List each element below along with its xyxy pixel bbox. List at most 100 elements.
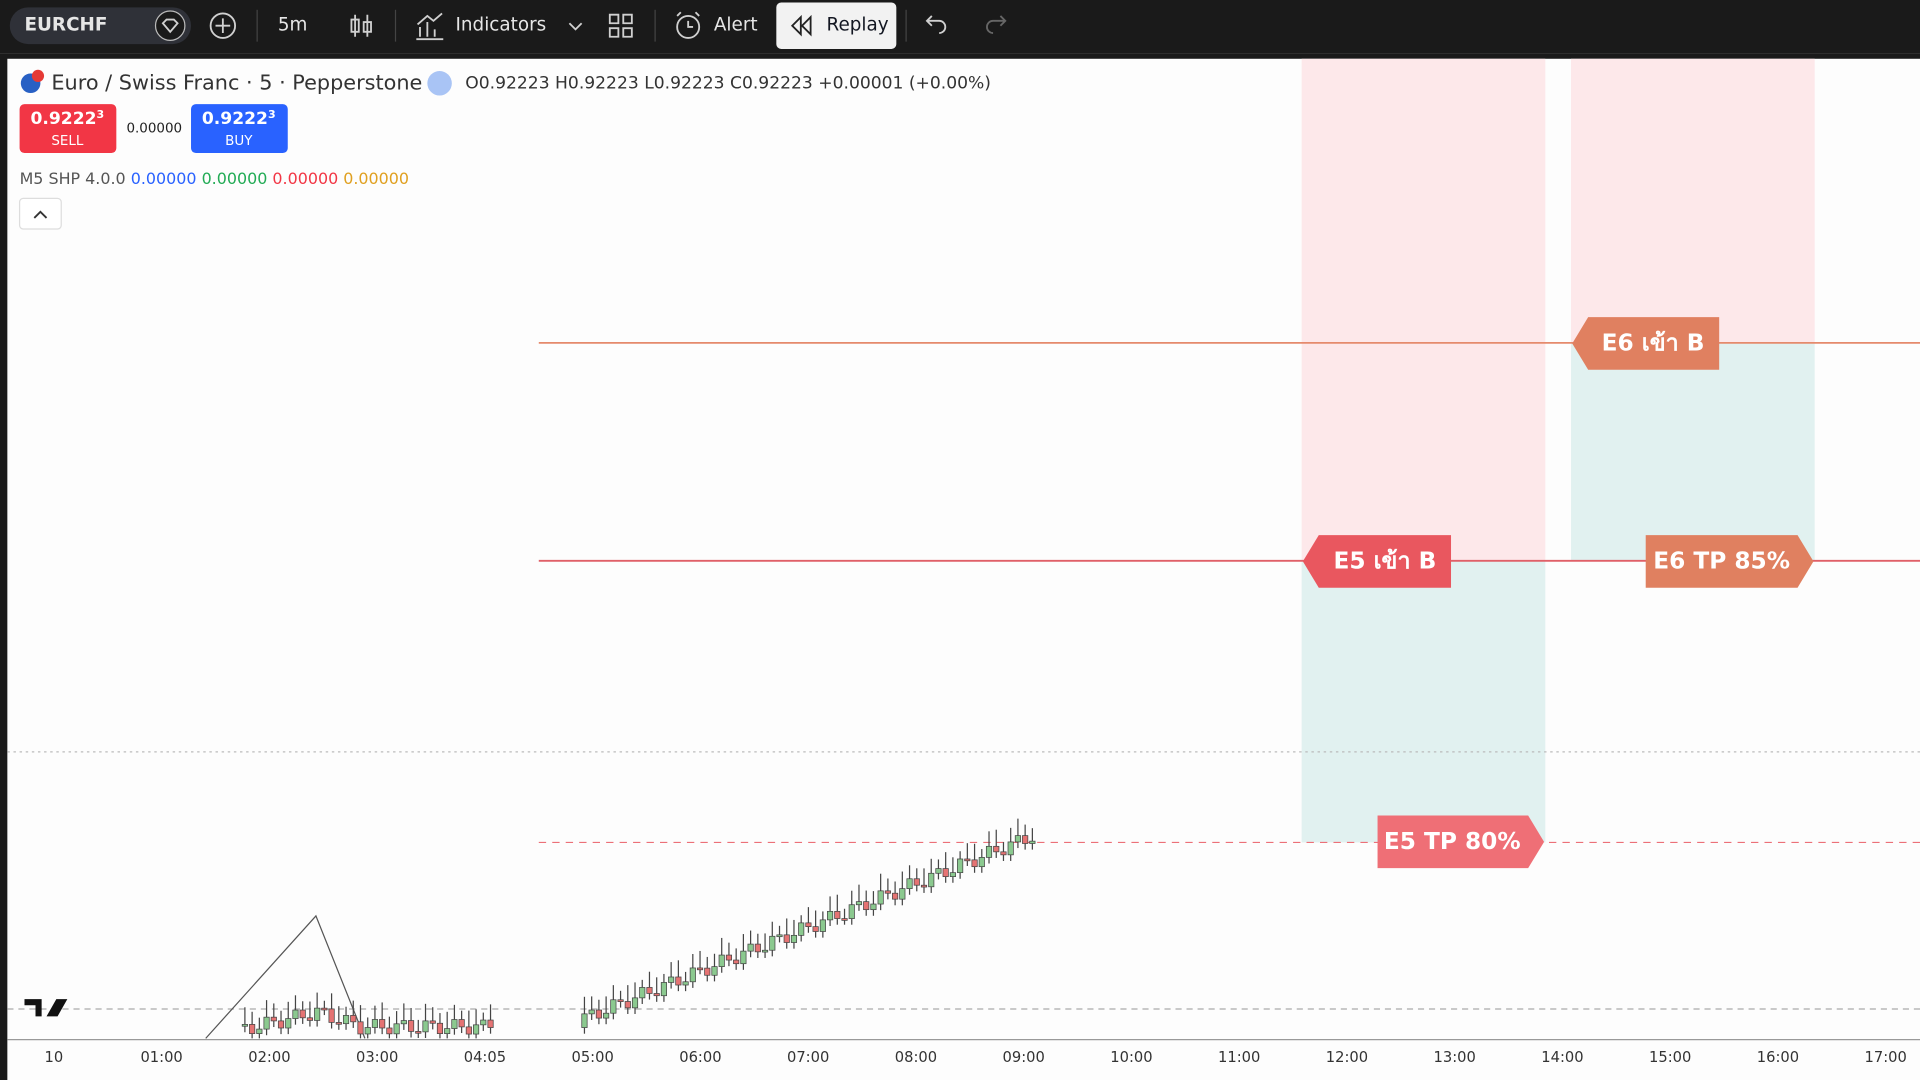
time-label: 02:00 xyxy=(248,1049,290,1066)
annotation-box[interactable] xyxy=(1377,815,1545,869)
annotation-box[interactable] xyxy=(1572,317,1720,370)
candle-body xyxy=(1000,851,1007,856)
candle-body xyxy=(364,1027,371,1035)
candle-body xyxy=(942,868,949,878)
toolbar xyxy=(0,0,1920,54)
target-zone xyxy=(1301,560,1546,843)
candle-body xyxy=(371,1019,379,1028)
candle-body xyxy=(805,922,812,928)
replay[interactable]: Replay xyxy=(827,15,889,36)
buy-button[interactable] xyxy=(191,104,288,154)
redo[interactable] xyxy=(986,15,1007,34)
alert-icon[interactable] xyxy=(676,14,701,39)
time-label: 15:00 xyxy=(1649,1049,1691,1066)
indicators-icon[interactable] xyxy=(416,12,444,41)
candle-body xyxy=(422,1020,429,1033)
chevron[interactable] xyxy=(568,22,583,31)
candle-body xyxy=(964,858,971,862)
annotation-label: E6 เข้า B xyxy=(1602,330,1705,357)
candle-body xyxy=(328,1008,335,1023)
indicator-line: M5 SHP 4.0.0 0.00000 0.00000 0.00000 0.0… xyxy=(20,168,409,187)
candle-body xyxy=(292,1009,299,1019)
alert[interactable]: Alert xyxy=(714,15,758,36)
spread: 0.00000 xyxy=(126,122,182,137)
candle-body xyxy=(256,1028,263,1034)
buy-price: 0.92223 xyxy=(202,108,276,129)
candle-body xyxy=(299,1009,306,1019)
ohlc: O0.92223 H0.92223 L0.92223 C0.92223 +0.0… xyxy=(465,73,991,93)
candles xyxy=(241,818,1036,1039)
candle-body xyxy=(920,884,928,888)
candle-body xyxy=(581,1013,588,1028)
candle-body xyxy=(834,910,841,919)
chart-type-icon[interactable] xyxy=(350,14,372,37)
indicators[interactable]: Indicators xyxy=(456,15,547,36)
interval[interactable]: 5m xyxy=(278,15,308,36)
candle-body xyxy=(1022,835,1029,844)
candle-body xyxy=(631,997,639,1009)
candle-body xyxy=(884,890,891,894)
candle-body xyxy=(913,878,920,886)
annotation-box[interactable] xyxy=(1302,535,1452,588)
time-label: 16:00 xyxy=(1757,1049,1799,1066)
candle-body xyxy=(415,1031,422,1034)
candle-body xyxy=(393,1023,400,1035)
time-label: 12:00 xyxy=(1326,1049,1368,1066)
replay-button[interactable] xyxy=(776,2,897,49)
time-label: 11:00 xyxy=(1218,1049,1260,1066)
candle-body xyxy=(1014,835,1021,843)
candle-body xyxy=(754,943,761,953)
indicator-value: 0.00000 xyxy=(272,168,338,187)
annotation-box[interactable] xyxy=(1645,535,1814,588)
candle-body xyxy=(379,1019,386,1029)
collapse-button[interactable] xyxy=(18,197,62,230)
candle-body xyxy=(270,1016,277,1022)
candle-body xyxy=(906,878,913,889)
candle-body xyxy=(400,1020,407,1025)
symbol-pill[interactable] xyxy=(9,7,192,45)
time-label: 17:00 xyxy=(1865,1049,1907,1066)
candle-body xyxy=(993,845,1000,853)
candle-body xyxy=(935,868,942,874)
time-label: 06:00 xyxy=(679,1049,721,1066)
candle-body xyxy=(711,966,718,976)
sell-button[interactable] xyxy=(19,104,117,154)
candle-body xyxy=(718,954,725,967)
sell-price-main: 0.9222 xyxy=(30,109,96,129)
candle-body xyxy=(827,910,834,921)
add-icon[interactable] xyxy=(209,12,237,39)
candle-body xyxy=(870,903,877,911)
candle-body xyxy=(660,982,667,997)
candle-body xyxy=(819,919,826,932)
symbol[interactable]: EURCHF xyxy=(24,15,107,36)
candle-body xyxy=(588,1009,595,1015)
candle-body xyxy=(473,1024,480,1035)
candle-body xyxy=(595,1009,602,1019)
candle-body xyxy=(241,1024,248,1027)
buy-price-pip: 3 xyxy=(268,108,276,121)
time-label: 07:00 xyxy=(787,1049,829,1066)
candle-body xyxy=(306,1017,313,1021)
candle-body xyxy=(277,1020,285,1029)
candle-body xyxy=(646,987,653,994)
candle-body xyxy=(978,857,985,868)
collapse-icon xyxy=(33,210,48,219)
symbol-icon[interactable] xyxy=(154,10,186,42)
buy-label: BUY xyxy=(225,134,253,149)
candle-body xyxy=(342,1015,350,1025)
undo[interactable] xyxy=(925,15,947,34)
candle-body xyxy=(653,993,660,997)
time-label: 04:05 xyxy=(464,1049,506,1066)
candle-body xyxy=(704,967,711,976)
candle-body xyxy=(689,967,696,983)
logo xyxy=(24,999,68,1017)
open: O0.92223 xyxy=(465,73,549,93)
time-label: 01:00 xyxy=(140,1049,182,1066)
candle-body xyxy=(725,954,732,961)
annotation-label: E5 TP 80% xyxy=(1384,828,1521,855)
layout-icon[interactable] xyxy=(608,13,633,38)
time-axis: 10 01:00 02:00 03:00 04:05 05:00 06:00 07:00 08:… xyxy=(45,1049,1907,1066)
candle-body xyxy=(892,892,899,900)
candle-body xyxy=(971,859,978,868)
